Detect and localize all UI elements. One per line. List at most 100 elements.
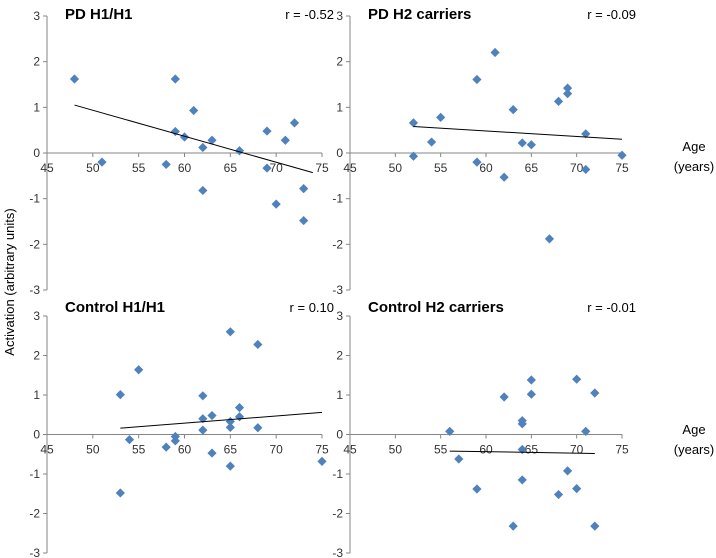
- x-tick-label: 50: [86, 161, 100, 175]
- y-tick-label: -1: [332, 467, 343, 481]
- y-tick-label: 1: [336, 100, 343, 114]
- x-tick-label: 75: [615, 161, 629, 175]
- trend-line: [413, 126, 623, 140]
- data-point: [526, 140, 536, 150]
- panel-title: Control H1/H1: [65, 299, 165, 316]
- y-tick-label: 0: [33, 146, 40, 160]
- data-point: [134, 365, 144, 375]
- data-point: [189, 105, 199, 116]
- x-tick-label: 70: [269, 443, 283, 457]
- y-tick-label: 2: [33, 55, 40, 69]
- x-tick-label: 70: [570, 161, 584, 175]
- x-axis-label-bottom-line2: (years): [674, 442, 714, 457]
- data-point: [581, 129, 591, 139]
- trend-line: [74, 104, 313, 174]
- data-point: [253, 423, 263, 433]
- data-point: [115, 488, 125, 498]
- data-point: [198, 425, 208, 435]
- y-tick-label: -3: [332, 283, 343, 297]
- x-tick-label: 45: [343, 161, 357, 175]
- data-point: [472, 157, 482, 167]
- y-tick-label: 2: [33, 349, 40, 363]
- data-point: [207, 448, 217, 458]
- data-point: [225, 422, 235, 432]
- x-tick-label: 70: [570, 443, 584, 457]
- data-point: [198, 414, 208, 424]
- x-axis-label-bottom-line1: Age: [682, 422, 705, 437]
- y-axis-label: Activation (arbitrary units): [2, 208, 17, 355]
- data-point: [198, 391, 208, 401]
- x-tick-label: 65: [224, 161, 238, 175]
- x-axis-label-top-line2: (years): [674, 159, 714, 174]
- x-tick-label: 65: [525, 443, 539, 457]
- data-point: [97, 157, 107, 167]
- data-point: [161, 159, 171, 170]
- data-point: [253, 339, 263, 350]
- x-tick-label: 60: [479, 161, 493, 175]
- y-tick-label: 2: [336, 349, 343, 363]
- data-point: [225, 461, 235, 471]
- data-point: [408, 118, 419, 128]
- trend-line: [449, 450, 595, 454]
- y-tick-label: 0: [336, 428, 343, 442]
- x-tick-label: 65: [224, 443, 238, 457]
- data-point: [262, 163, 272, 173]
- data-point: [499, 172, 509, 182]
- data-point: [526, 389, 536, 399]
- panel-r-value: r = -0.52: [285, 7, 334, 22]
- data-point: [289, 118, 300, 128]
- panel-control-h2-carriers: Control H2 carriers r = -0.01 -3 -2 -1 0 1 2 3…: [332, 299, 636, 558]
- panel-r-value: r = -0.01: [587, 300, 636, 315]
- y-tick-label: 0: [33, 428, 40, 442]
- y-tick-label: 1: [336, 388, 343, 402]
- y-tick-label: 3: [336, 309, 343, 323]
- panel-pd-h2-carriers: PD H2 carriers r = -0.09 -3 -2 -1 0 1 2 3 45 50 5…: [332, 6, 636, 297]
- x-tick-label: 45: [40, 443, 54, 457]
- data-point: [207, 410, 217, 421]
- x-tick-label: 55: [132, 161, 146, 175]
- x-tick-label: 60: [178, 443, 192, 457]
- data-point: [234, 412, 245, 422]
- data-point: [445, 426, 455, 436]
- data-point: [517, 138, 527, 148]
- y-tick-label: 3: [336, 9, 343, 23]
- y-tick-label: 1: [33, 388, 40, 402]
- data-point: [544, 234, 555, 244]
- panel-title: PD H2 carriers: [368, 6, 471, 23]
- panel-pd-h1h1: PD H1/H1 r = -0.52 -3 -2 -1 0 1 2 3 45 50 55 60 65 7…: [29, 6, 334, 297]
- y-tick-label: -1: [332, 192, 343, 206]
- x-tick-label: 75: [615, 443, 629, 457]
- y-tick-label: -2: [332, 237, 343, 251]
- data-point: [454, 454, 464, 464]
- data-point: [225, 416, 235, 427]
- x-tick-label: 75: [315, 443, 329, 457]
- data-point: [170, 436, 180, 446]
- data-point: [563, 466, 573, 476]
- x-tick-label: 65: [525, 161, 539, 175]
- data-point: [234, 403, 245, 413]
- data-point: [490, 47, 500, 58]
- data-point: [572, 484, 582, 494]
- data-point: [517, 419, 527, 429]
- data-point: [124, 435, 135, 445]
- data-point: [590, 521, 600, 531]
- y-tick-label: -3: [29, 546, 40, 558]
- data-point: [317, 456, 327, 466]
- x-tick-label: 55: [132, 443, 146, 457]
- y-tick-label: -3: [332, 546, 343, 558]
- panel-control-h1h1: Control H1/H1 r = 0.10 -3 -2 -1 0 1 2 3 45 50 55 6…: [29, 299, 334, 558]
- y-tick-label: 3: [33, 309, 40, 323]
- data-point: [198, 185, 208, 196]
- data-point: [472, 484, 482, 494]
- panel-title: Control H2 carriers: [368, 299, 504, 316]
- data-point: [234, 146, 245, 156]
- data-point: [198, 142, 208, 153]
- data-point: [553, 96, 564, 106]
- data-point: [508, 105, 518, 115]
- x-tick-label: 60: [479, 443, 493, 457]
- data-point: [563, 89, 573, 99]
- x-axis-label-top-line1: Age: [682, 139, 705, 154]
- data-point: [299, 215, 309, 226]
- data-point: [161, 442, 171, 452]
